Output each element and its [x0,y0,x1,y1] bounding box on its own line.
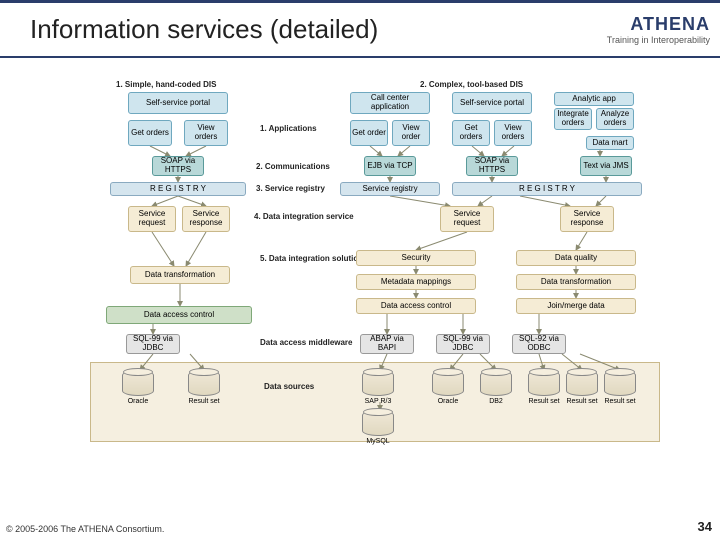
box-aapp: Analytic app [554,92,634,106]
box-c4: Text via JMS [580,156,632,176]
label: Data sources [264,382,314,391]
box-m1: SQL-99 via JDBC [126,334,180,354]
box-c1: SOAP via HTTPS [152,156,204,176]
box-dm: Data mart [586,136,634,150]
box-c2: EJB via TCP [364,156,416,176]
label: 2. Complex, tool-based DIS [420,80,523,89]
cyl-rs4: Result set [604,370,636,405]
box-go2: Get order [350,120,388,146]
page-number: 34 [698,519,712,534]
box-go1: Get orders [128,120,172,146]
box-reg1: R E G I S T R Y [110,182,246,196]
box-ssp2: Self-service portal [452,92,532,114]
box-vo3: View orders [494,120,532,146]
box-go3: Get orders [452,120,490,146]
brand-main: ATHENA [607,14,710,35]
cyl-rs1: Result set [188,370,220,405]
cyl-sap: SAP R/3 [362,370,394,405]
cyl-db2: DB2 [480,370,512,405]
box-dq: Data quality [516,250,636,266]
cyl-mysql: MySQL [362,410,394,445]
footer-copyright: © 2005-2006 The ATHENA Consortium. [6,524,164,534]
cyl-rs3: Result set [566,370,598,405]
brand-sub: Training in Interoperability [607,35,710,45]
cyl-rs2: Result set [528,370,560,405]
cyl-ora1: Oracle [122,370,154,405]
box-dac1: Data access control [106,306,252,324]
box-sec: Security [356,250,476,266]
box-jm: Join/merge data [516,298,636,314]
label: Data access middleware [260,338,353,347]
diagram: 1. Simple, hand-coded DIS 2. Complex, too… [60,70,680,490]
label: 1. Applications [260,124,317,133]
label: 2. Communications [256,162,330,171]
box-dt1: Data transformation [130,266,230,284]
box-sres2: Service response [560,206,614,232]
box-sres1: Service response [182,206,230,232]
page-title: Information services (detailed) [10,14,607,45]
box-vo2: View order [392,120,430,146]
box-m2: ABAP via BAPI [360,334,414,354]
box-sreq1: Service request [128,206,176,232]
box-ssp1: Self-service portal [128,92,228,114]
box-reg2: Service registry [340,182,440,196]
box-dac2: Data access control [356,298,476,314]
box-mm: Metadata mappings [356,274,476,290]
label: 3. Service registry [256,184,325,193]
label: 1. Simple, hand-coded DIS [116,80,216,89]
header: Information services (detailed) ATHENA T… [0,0,720,58]
label: 5. Data integration solution [260,254,363,263]
box-m4: SQL-92 via ODBC [512,334,566,354]
box-reg3: R E G I S T R Y [452,182,642,196]
box-m3: SQL-99 via JDBC [436,334,490,354]
box-ao: Analyze orders [596,108,634,130]
cyl-ora2: Oracle [432,370,464,405]
box-c3: SOAP via HTTPS [466,156,518,176]
box-vo1: View orders [184,120,228,146]
box-sreq2: Service request [440,206,494,232]
box-cca: Call center application [350,92,430,114]
label: 4. Data integration service [254,212,354,221]
box-dt2: Data transformation [516,274,636,290]
box-io: Integrate orders [554,108,592,130]
brand: ATHENA Training in Interoperability [607,14,710,45]
